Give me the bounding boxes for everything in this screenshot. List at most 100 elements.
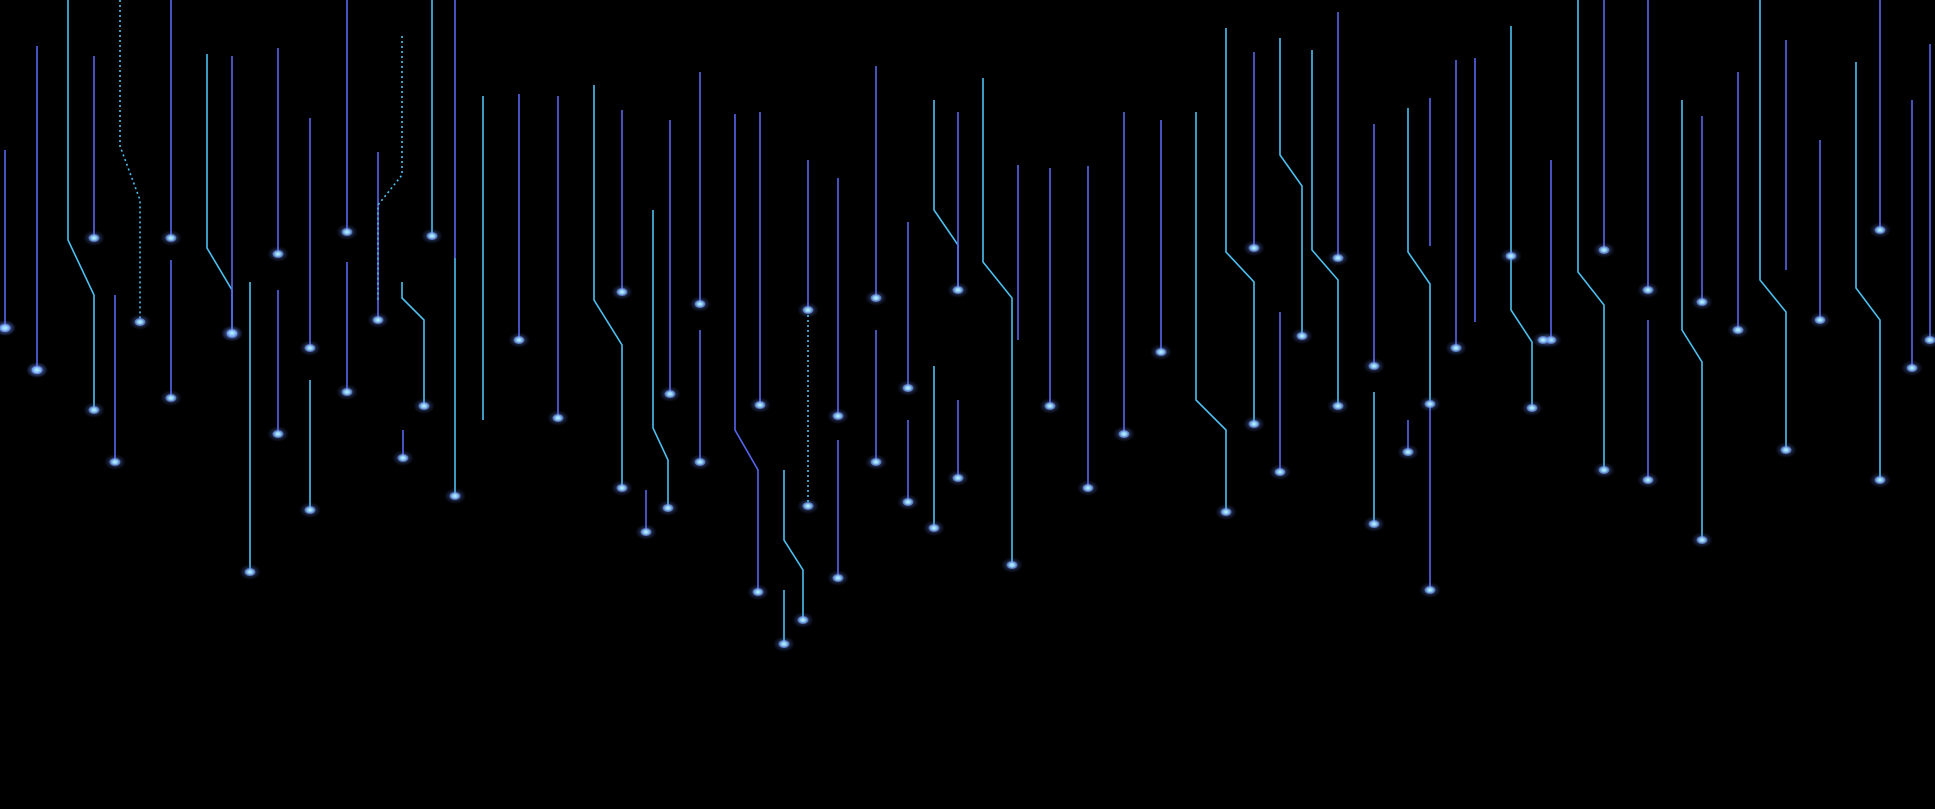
trace-path — [1279, 38, 1303, 336]
trace-node-dot — [1526, 404, 1538, 412]
trace-node-dot — [1696, 536, 1708, 544]
trace-node-dot — [902, 498, 914, 506]
trace-path — [1407, 108, 1431, 404]
trace-node-dot — [832, 412, 844, 420]
trace-node-dot — [802, 306, 814, 314]
trace-node-dot — [1368, 520, 1380, 528]
trace-node-dot — [797, 616, 809, 624]
trace-node-dot — [1874, 226, 1886, 234]
trace-node-dot — [1368, 362, 1380, 370]
trace-path — [1225, 250, 1255, 424]
trace-node-dot — [397, 454, 409, 462]
trace-node-dot — [1332, 402, 1344, 410]
trace-path — [401, 282, 425, 406]
trace-path — [1759, 0, 1787, 450]
trace-node-dot — [1296, 332, 1308, 340]
trace-node-dot — [1220, 508, 1232, 516]
trace-node-dot — [1906, 364, 1918, 372]
trace-node-dot — [1274, 468, 1286, 476]
trace-node-dot — [226, 329, 238, 337]
trace-node-dot — [1450, 344, 1462, 352]
trace-path — [1855, 62, 1881, 480]
trace-node-dot — [0, 324, 11, 332]
trace-node-dot — [1696, 298, 1708, 306]
trace-node-dot — [1598, 466, 1610, 474]
trace-node-dot — [1155, 348, 1167, 356]
trace-node-dot — [694, 300, 706, 308]
trace-node-dot — [952, 286, 964, 294]
trace-node-dot — [109, 458, 121, 466]
trace-node-dot — [928, 524, 940, 532]
trace-node-dot — [952, 474, 964, 482]
trace-path — [652, 210, 669, 508]
trace-path — [593, 85, 623, 488]
trace-node-dot — [1424, 400, 1436, 408]
trace-node-dot — [1332, 254, 1344, 262]
trace-node-dot — [1598, 246, 1610, 254]
trace-node-dot — [165, 234, 177, 242]
trace-paths — [4, 0, 1931, 644]
trace-path — [1577, 0, 1605, 470]
node-dots — [0, 222, 1935, 652]
trace-node-dot — [754, 401, 766, 409]
trace-node-dot — [1642, 286, 1654, 294]
trace-node-dot — [88, 234, 100, 242]
trace-node-dot — [1537, 336, 1549, 344]
trace-node-dot — [752, 588, 764, 596]
trace-node-dot — [513, 336, 525, 344]
trace-node-dot — [1780, 446, 1792, 454]
trace-node-dot — [418, 402, 430, 410]
trace-node-dot — [870, 458, 882, 466]
trace-node-dot — [1118, 430, 1130, 438]
trace-node-dot — [1248, 244, 1260, 252]
trace-node-dot — [616, 288, 628, 296]
trace-node-dot — [134, 318, 146, 326]
trace-path — [982, 78, 1013, 565]
trace-node-dot — [88, 406, 100, 414]
trace-node-dot — [1402, 448, 1414, 456]
trace-node-dot — [1044, 402, 1056, 410]
trace-node-dot — [552, 414, 564, 422]
trace-node-dot — [1642, 476, 1654, 484]
trace-node-dot — [640, 528, 652, 536]
trace-node-dot — [341, 228, 353, 236]
trace-node-dot — [1248, 420, 1260, 428]
trace-node-dot — [31, 366, 43, 374]
trace-node-dot — [272, 250, 284, 258]
trace-node-dot — [802, 502, 814, 510]
trace-node-dot — [304, 506, 316, 514]
trace-node-dot — [426, 232, 438, 240]
trace-path — [1195, 112, 1227, 512]
trace-path — [1311, 50, 1339, 406]
trace-node-dot — [449, 492, 461, 500]
trace-node-dot — [272, 430, 284, 438]
trace-node-dot — [778, 640, 790, 648]
trace-node-dot — [1814, 316, 1826, 324]
trace-node-dot — [304, 344, 316, 352]
trace-path — [67, 0, 95, 410]
trace-node-dot — [372, 316, 384, 324]
trace-node-dot — [1006, 561, 1018, 569]
trace-node-dot — [902, 384, 914, 392]
trace-node-dot — [244, 568, 256, 576]
trace-path — [734, 114, 759, 592]
trace-path — [783, 470, 804, 620]
trace-node-dot — [664, 390, 676, 398]
trace-node-dot — [165, 394, 177, 402]
trace-node-dot — [1424, 586, 1436, 594]
trace-node-dot — [616, 484, 628, 492]
trace-path — [1681, 100, 1703, 540]
trace-node-dot — [1732, 326, 1744, 334]
trace-path — [1510, 26, 1533, 408]
trace-node-dot — [662, 504, 674, 512]
trace-node-dot — [1924, 336, 1935, 344]
trace-node-dot — [694, 458, 706, 466]
trace-node-dot — [832, 574, 844, 582]
trace-node-dot — [1874, 476, 1886, 484]
trace-node-dot — [1505, 252, 1517, 260]
trace-node-dot — [870, 294, 882, 302]
trace-node-dot — [341, 388, 353, 396]
